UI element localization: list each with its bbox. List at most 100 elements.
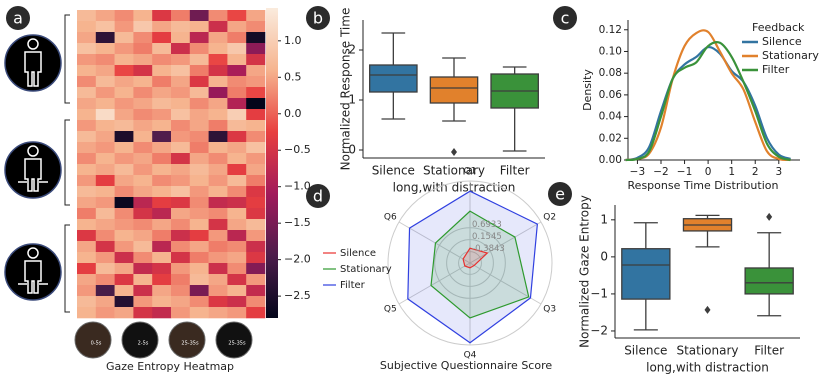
heat-cell bbox=[152, 296, 172, 308]
heat-cell bbox=[227, 208, 247, 220]
heat-cell bbox=[77, 208, 97, 220]
panel-label: d bbox=[313, 187, 323, 206]
heat-cell bbox=[171, 219, 191, 231]
box bbox=[744, 267, 794, 295]
radar-axis-label: Q4 bbox=[464, 351, 477, 361]
heat-cell bbox=[227, 186, 247, 198]
heat-cell bbox=[114, 307, 134, 319]
heat-cell bbox=[114, 21, 134, 33]
heat-cell bbox=[171, 263, 191, 275]
heat-cell bbox=[152, 241, 172, 253]
thumbnail bbox=[74, 321, 112, 359]
heat-cell bbox=[227, 65, 247, 77]
heat-cell bbox=[189, 285, 209, 297]
legend-label: Silence bbox=[762, 35, 802, 48]
heat-cell bbox=[114, 98, 134, 110]
heat-cell bbox=[208, 142, 228, 154]
heat-cell bbox=[246, 219, 266, 231]
heat-cell bbox=[246, 296, 266, 308]
heat-cell bbox=[133, 241, 153, 253]
thumbnail bbox=[168, 321, 206, 359]
heat-cell bbox=[114, 131, 134, 143]
heat-cell bbox=[227, 43, 247, 55]
y-tick-label: 0.06 bbox=[599, 89, 623, 101]
heat-cell bbox=[133, 109, 153, 121]
heat-cell bbox=[227, 274, 247, 286]
heat-cell bbox=[171, 197, 191, 209]
heat-cell bbox=[95, 87, 115, 99]
y-tick-label: 0.00 bbox=[599, 154, 622, 166]
colorbar-tick-label: 1.0 bbox=[284, 34, 302, 47]
heat-cell bbox=[208, 76, 228, 88]
person-icon bbox=[4, 243, 62, 301]
thumbnail-label: 2-5s bbox=[138, 341, 149, 347]
heat-cell bbox=[95, 98, 115, 110]
heatmap-caption: Gaze Entropy Heatmap bbox=[106, 360, 234, 373]
heat-cell bbox=[95, 186, 115, 198]
heat-cell bbox=[95, 274, 115, 286]
heat-cell bbox=[152, 252, 172, 264]
heat-cell bbox=[77, 252, 97, 264]
heat-cell bbox=[77, 307, 97, 319]
heat-cell bbox=[133, 186, 153, 198]
heat-cell bbox=[227, 252, 247, 264]
heat-cell bbox=[227, 87, 247, 99]
x-tick-label: Filter bbox=[754, 344, 784, 358]
colorbar-tick-label: −1.0 bbox=[284, 180, 311, 193]
panel-badge bbox=[306, 6, 330, 30]
radar-spoke bbox=[469, 221, 542, 264]
heat-cell bbox=[77, 32, 97, 44]
heat-cell bbox=[95, 142, 115, 154]
heat-cell bbox=[208, 219, 228, 231]
heat-cell bbox=[208, 54, 228, 66]
heat-cell bbox=[246, 54, 266, 66]
heat-cell bbox=[114, 10, 134, 22]
heat-cell bbox=[152, 43, 172, 55]
heat-cell bbox=[95, 252, 115, 264]
chart-title: Subjective Questionnaire Score bbox=[380, 359, 553, 372]
heat-cell bbox=[189, 296, 209, 308]
heat-cell bbox=[246, 109, 266, 121]
heat-cell bbox=[114, 76, 134, 88]
x-axis-label: long,with distraction bbox=[393, 181, 516, 195]
heat-cell bbox=[152, 65, 172, 77]
heat-cell bbox=[227, 10, 247, 22]
heat-cell bbox=[114, 296, 134, 308]
heat-cell bbox=[114, 153, 134, 165]
heat-cell bbox=[95, 175, 115, 187]
heat-cell bbox=[152, 21, 172, 33]
heat-cell bbox=[114, 43, 134, 55]
heat-cell bbox=[77, 54, 97, 66]
heat-cell bbox=[133, 153, 153, 165]
panel-label: c bbox=[561, 9, 570, 28]
colorbar-tick-label: 0.5 bbox=[284, 70, 302, 83]
panel-label: a bbox=[13, 9, 23, 28]
heat-cell bbox=[114, 164, 134, 176]
heat-cell bbox=[189, 32, 209, 44]
heat-cell bbox=[246, 153, 266, 165]
heat-cell bbox=[189, 142, 209, 154]
heat-cell bbox=[133, 164, 153, 176]
heat-cell bbox=[133, 54, 153, 66]
heat-cell bbox=[208, 263, 228, 275]
heat-cell bbox=[95, 263, 115, 275]
heat-cell bbox=[208, 296, 228, 308]
radar-axis-label: Q1 bbox=[464, 167, 477, 177]
legend-label: Filter bbox=[762, 63, 790, 76]
y-axis-label: Density bbox=[581, 69, 594, 111]
heat-cell bbox=[77, 109, 97, 121]
heat-cell bbox=[114, 230, 134, 242]
heat-cell bbox=[114, 252, 134, 264]
heat-cell bbox=[208, 120, 228, 132]
legend-label: Filter bbox=[340, 280, 366, 291]
heat-cell bbox=[189, 186, 209, 198]
heat-cell bbox=[208, 10, 228, 22]
heat-cell bbox=[77, 21, 97, 33]
heat-cell bbox=[77, 43, 97, 55]
heat-cell bbox=[171, 175, 191, 187]
heat-cell bbox=[246, 197, 266, 209]
heat-cell bbox=[189, 175, 209, 187]
heat-cell bbox=[171, 230, 191, 242]
heat-cell bbox=[152, 285, 172, 297]
heat-cell bbox=[208, 252, 228, 264]
